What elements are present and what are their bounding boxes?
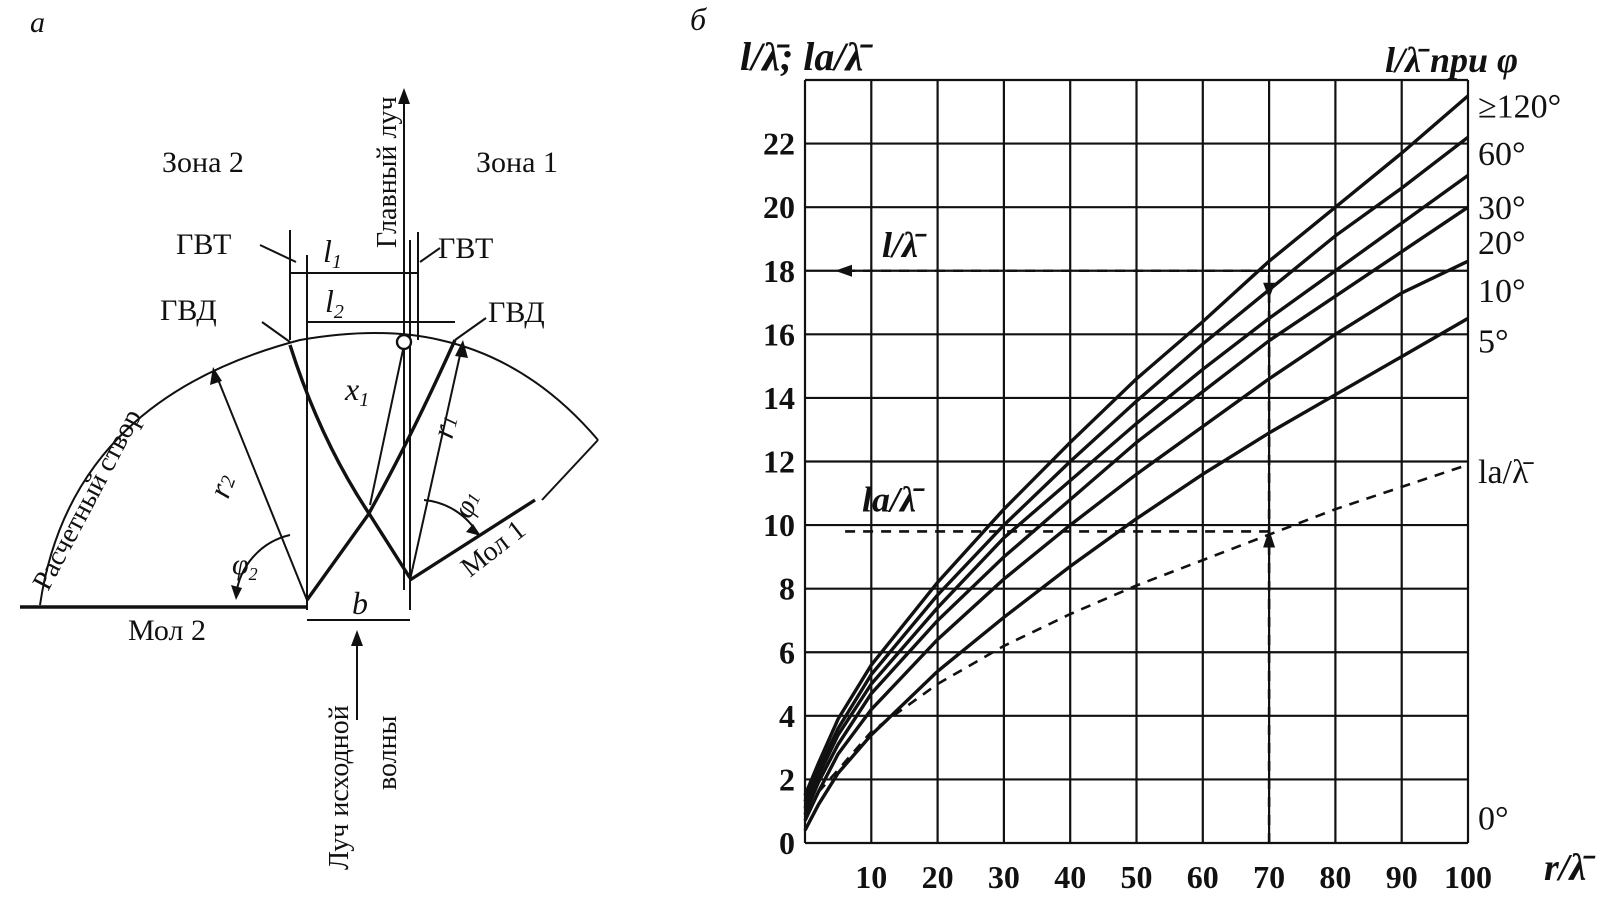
gvt-left-label: ГВТ <box>176 228 231 261</box>
x-tick-label: 40 <box>1054 859 1086 895</box>
phi1-label: φ1 <box>446 486 487 523</box>
gvt-left-leader <box>259 244 297 263</box>
curve-label: 10° <box>1478 273 1526 310</box>
x-tick-label: 20 <box>922 859 954 895</box>
gvt-right-label: ГВТ <box>438 232 493 265</box>
main-ray-label: Главный луч <box>372 96 403 248</box>
x1-label: x1 <box>344 371 369 411</box>
guide-down-arrow-icon <box>1263 282 1276 299</box>
mole-2-label: Мол 2 <box>128 614 206 647</box>
zone-2-label: Зона 2 <box>162 146 244 179</box>
left-front-curve <box>288 344 412 579</box>
y-tick-label: 10 <box>763 507 795 543</box>
incident-ray-label-2: волны <box>372 715 403 790</box>
x-tick-labels: 10 20 30 40 50 60 70 80 90 100 <box>855 859 1492 895</box>
series-line-5 <box>803 316 1469 832</box>
series-line-2 <box>803 174 1469 809</box>
guide-up-arrow-icon <box>1263 529 1276 548</box>
arc-end-connector <box>541 439 599 501</box>
series-line-3 <box>803 205 1469 816</box>
y-tick-label: 18 <box>763 253 795 289</box>
panel-a: а Зона 2 Зона 1 Главный луч ГВТ ГВТ ГВД … <box>20 6 599 870</box>
chart-grid <box>803 78 1470 845</box>
phi2-label: φ2 <box>232 548 258 584</box>
y-tick-label: 12 <box>763 444 795 480</box>
curve-label: 60° <box>1478 136 1526 173</box>
x-tick-label: 50 <box>1121 859 1153 895</box>
guide-l-arrow-icon <box>835 264 852 277</box>
y-tick-label: 20 <box>763 189 795 225</box>
x-tick-label: 10 <box>855 859 887 895</box>
b-label: b <box>352 585 368 621</box>
annotation-l: l/λ̄ <box>882 225 927 265</box>
curve-labels: ≥120° 60° 30°20° 10° 5° la/λ̄ 0° <box>1478 88 1561 837</box>
x-tick-label: 90 <box>1386 859 1418 895</box>
incident-ray-arrow-icon <box>351 630 363 646</box>
panel-b-letter: б <box>690 1 707 37</box>
x-tick-label: 100 <box>1444 859 1492 895</box>
phi2-arc <box>235 534 291 597</box>
r1-label: r1 <box>424 411 465 442</box>
y-tick-label: 4 <box>779 698 795 734</box>
l1-label: l1 <box>323 233 342 273</box>
mole-1-line <box>409 498 536 582</box>
series-line-0 <box>803 94 1470 796</box>
x1-chord <box>369 344 405 506</box>
main-ray-arrow-icon <box>398 88 410 104</box>
r2-label: r2 <box>201 469 243 502</box>
y-tick-label: 8 <box>779 571 795 607</box>
series-line-6 <box>817 463 1469 793</box>
curve-label: 30° <box>1478 190 1526 227</box>
curve-label: ≥120° <box>1478 88 1561 125</box>
panel-a-letter: а <box>30 6 45 39</box>
annotation-la: la/λ̄ <box>862 479 925 519</box>
r2-arrow-icon <box>210 367 222 385</box>
gvd-left-label: ГВД <box>160 294 217 327</box>
phi1-arrow-icon <box>466 524 481 536</box>
gvt-right-leader <box>419 247 441 263</box>
r1-arrow-icon <box>455 340 468 358</box>
series-line-4 <box>803 259 1469 822</box>
curve-label: 0° <box>1478 801 1509 838</box>
y-axis-label: l/λ̄; la/λ̄ <box>740 34 873 79</box>
y-tick-label: 6 <box>779 634 795 670</box>
y-tick-label: 2 <box>779 761 795 797</box>
y-tick-labels: 0 2 4 6 8 10 12 14 16 18 20 22 <box>763 126 795 861</box>
zone-1-label: Зона 1 <box>476 146 558 179</box>
design-line-arc <box>39 332 599 606</box>
curve-label: 20° <box>1478 225 1526 262</box>
y-tick-label: 16 <box>763 316 795 352</box>
chart-series <box>803 94 1470 832</box>
y-tick-label: 22 <box>763 126 795 162</box>
x-tick-label: 70 <box>1253 859 1285 895</box>
r2-vector <box>214 371 308 601</box>
gvd-left-leader <box>261 321 291 343</box>
curve-label: la/λ̄ <box>1478 454 1534 491</box>
phi2-arrow-icon <box>231 585 242 600</box>
panel-b: б l/λ̄; la/λ̄ l/λ̄ при φ r/λ̄ 10 20 30 40 50… <box>690 1 1596 895</box>
incident-ray-label-1: Луч исходной <box>324 705 355 870</box>
gvd-right-leader <box>454 317 487 341</box>
design-line-label: Расчетный створ <box>27 404 148 595</box>
x-axis-label: r/λ̄ <box>1544 847 1596 889</box>
right-header-label: l/λ̄ при φ <box>1385 40 1518 80</box>
gvd-right-label: ГВД <box>488 296 545 329</box>
y-tick-label: 0 <box>779 825 795 861</box>
r1-vector <box>409 345 463 581</box>
x-tick-label: 60 <box>1187 859 1219 895</box>
curve-label: 5° <box>1478 324 1509 361</box>
y-tick-label: 14 <box>763 380 795 416</box>
x-tick-label: 80 <box>1319 859 1351 895</box>
right-front-curve <box>305 339 457 601</box>
series-line-1 <box>803 135 1470 803</box>
l2-label: l2 <box>325 283 344 323</box>
point-marker-icon <box>395 333 413 351</box>
x-tick-label: 30 <box>988 859 1020 895</box>
